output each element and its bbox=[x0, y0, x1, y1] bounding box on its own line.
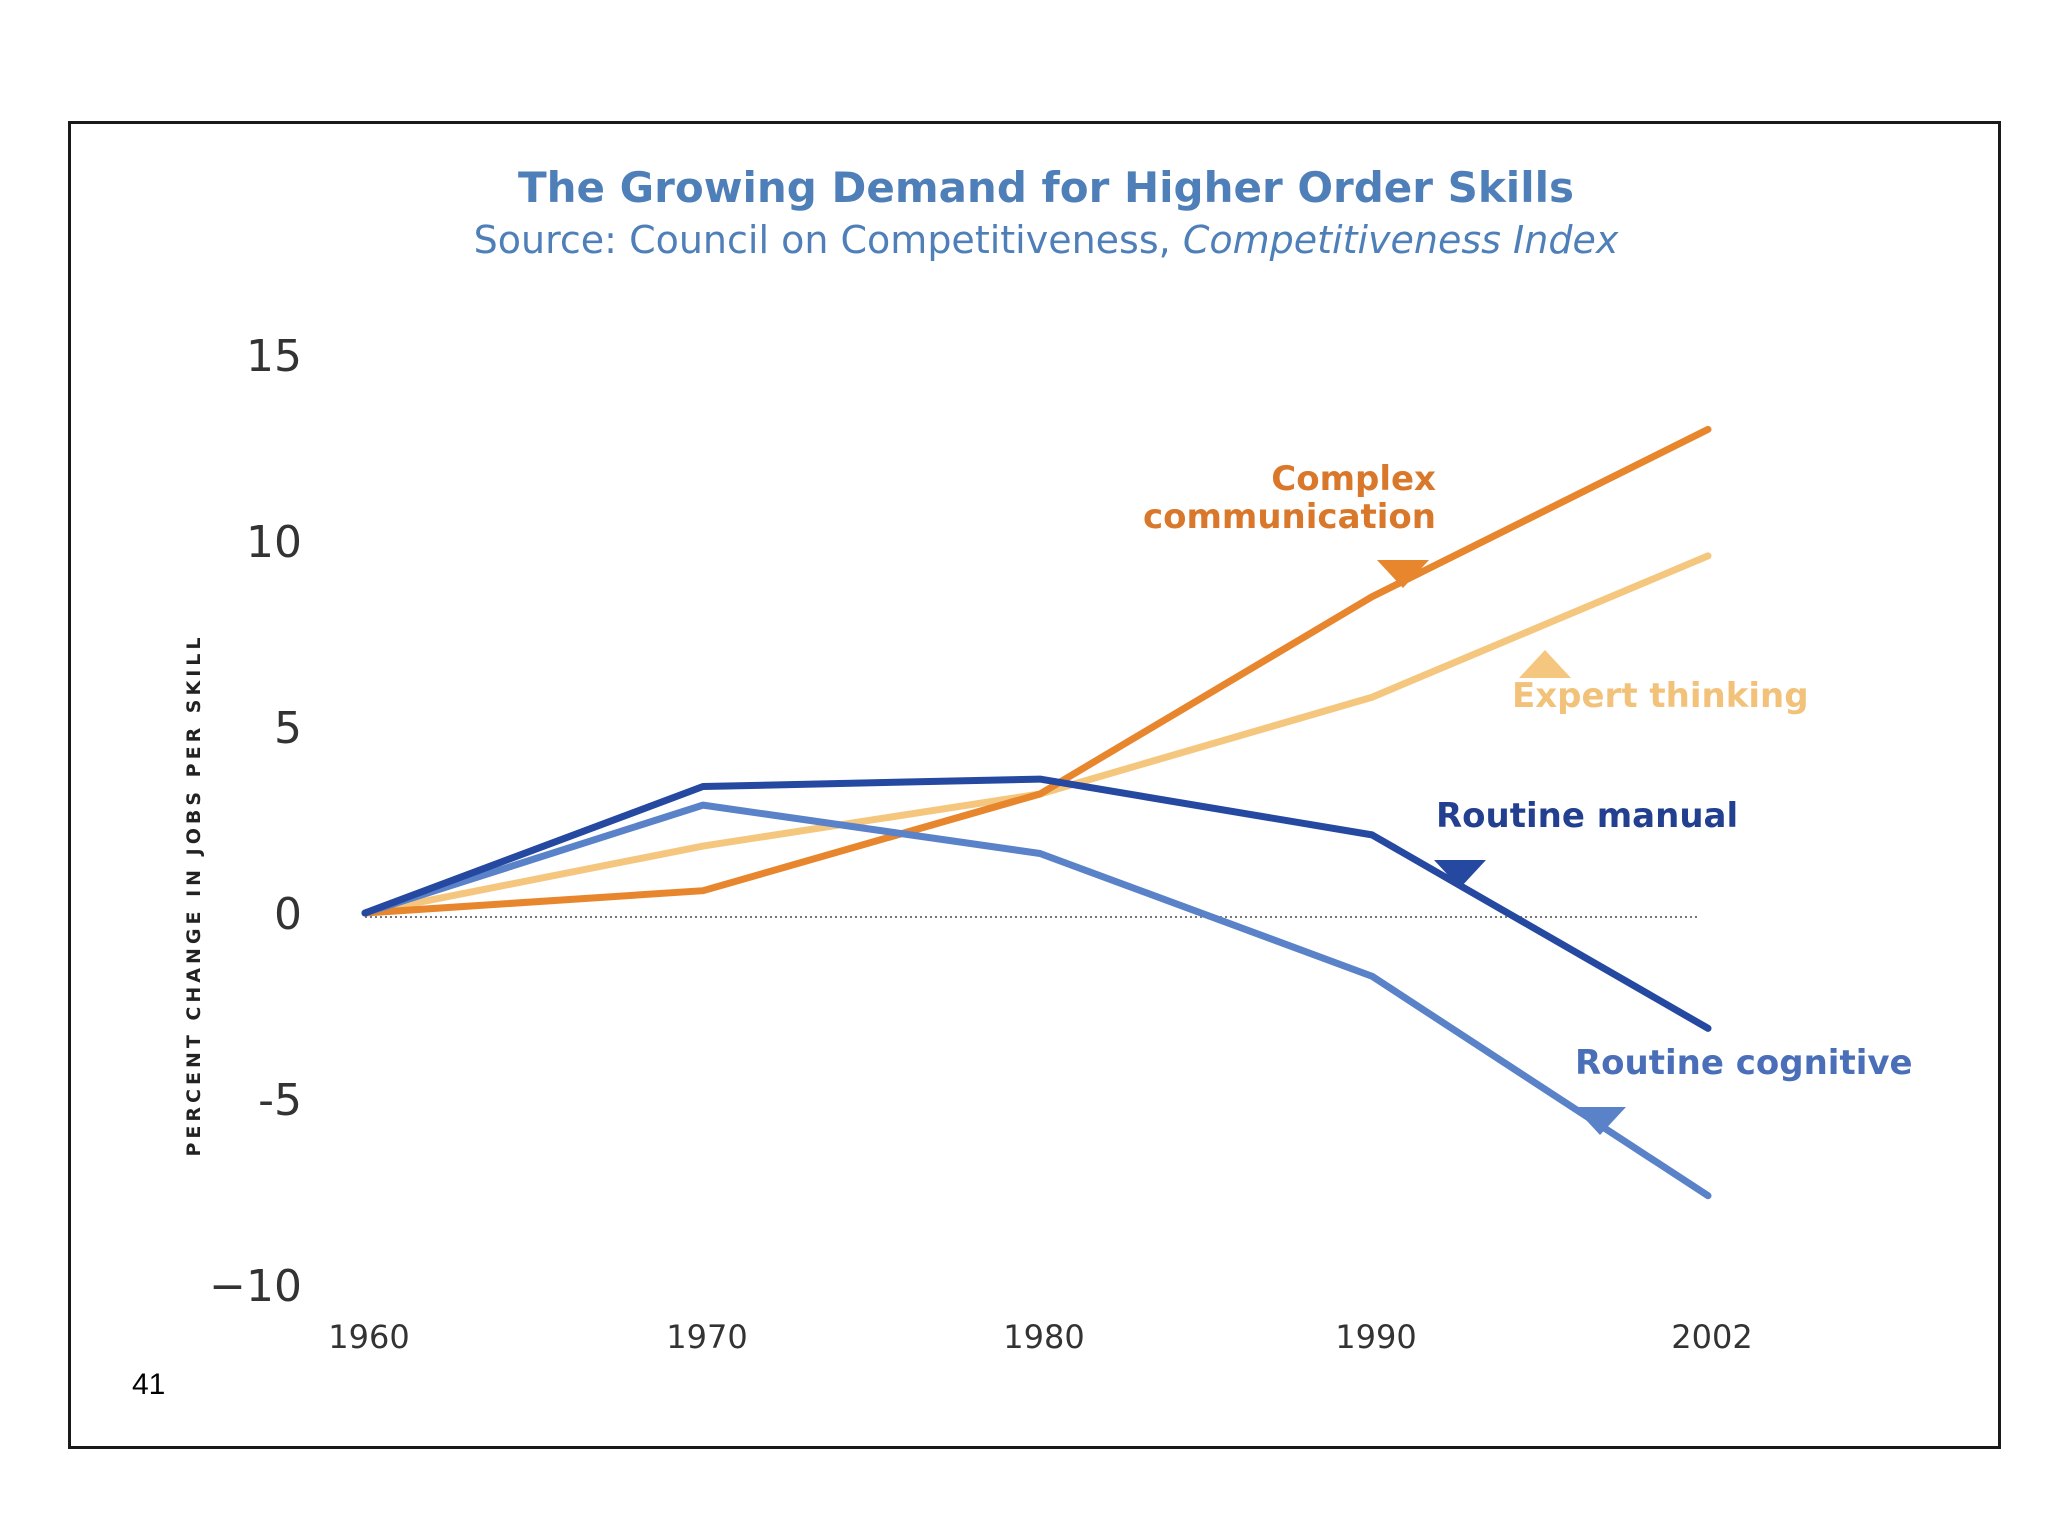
x-tick-label: 1960 bbox=[328, 1318, 409, 1356]
page-number: 41 bbox=[132, 1368, 166, 1401]
x-tick-label: 2002 bbox=[1671, 1318, 1752, 1356]
y-tick-label: 15 bbox=[246, 331, 302, 382]
x-tick-label: 1990 bbox=[1335, 1318, 1416, 1356]
subtitle-source: Source: Council on Competitiveness, bbox=[473, 218, 1183, 262]
x-tick-label: 1970 bbox=[666, 1318, 747, 1356]
x-tick-label: 1980 bbox=[1003, 1318, 1084, 1356]
series-marker-triangle bbox=[1434, 860, 1486, 888]
series-label: Complex bbox=[1271, 459, 1436, 499]
series-label: Routine cognitive bbox=[1575, 1043, 1913, 1083]
series-label: communication bbox=[1143, 497, 1436, 537]
chart-subtitle: Source: Council on Competitiveness, Comp… bbox=[0, 214, 2048, 266]
y-tick-label: −10 bbox=[209, 1261, 302, 1312]
chart-title: The Growing Demand for Higher Order Skil… bbox=[518, 163, 1574, 212]
y-tick-label: 10 bbox=[246, 517, 302, 568]
y-axis-title: PERCENT CHANGE IN JOBS PER SKILL bbox=[183, 633, 205, 1156]
series-line bbox=[361, 801, 1712, 1200]
y-tick-label: -5 bbox=[258, 1075, 302, 1126]
series-line bbox=[361, 552, 1712, 917]
y-tick-label: 0 bbox=[274, 889, 302, 940]
series-label: Expert thinking bbox=[1512, 676, 1809, 716]
chart-header: The Growing Demand for Higher Order Skil… bbox=[0, 162, 2048, 266]
series-label: Routine manual bbox=[1436, 796, 1738, 836]
slide-frame bbox=[68, 121, 2001, 1449]
subtitle-publication: Competitiveness Index bbox=[1182, 218, 1619, 262]
y-tick-label: 5 bbox=[274, 703, 302, 754]
series-marker-triangle bbox=[1519, 650, 1571, 678]
series-marker-triangle bbox=[1574, 1107, 1626, 1135]
series-marker-triangle bbox=[1377, 560, 1429, 588]
